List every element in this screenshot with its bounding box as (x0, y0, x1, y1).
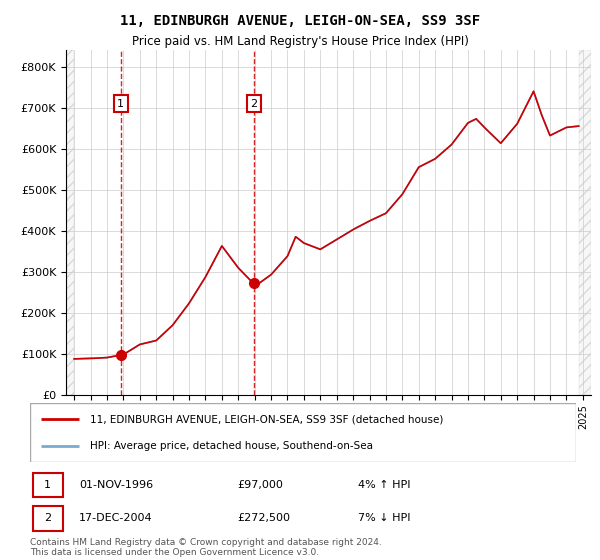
Text: 1: 1 (44, 480, 51, 490)
Text: 7% ↓ HPI: 7% ↓ HPI (358, 514, 410, 524)
Text: HPI: Average price, detached house, Southend-on-Sea: HPI: Average price, detached house, Sout… (90, 441, 373, 451)
Text: 01-NOV-1996: 01-NOV-1996 (79, 480, 153, 490)
Text: Contains HM Land Registry data © Crown copyright and database right 2024.
This d: Contains HM Land Registry data © Crown c… (30, 538, 382, 557)
Text: 17-DEC-2004: 17-DEC-2004 (79, 514, 153, 524)
Text: 4% ↑ HPI: 4% ↑ HPI (358, 480, 410, 490)
Text: 11, EDINBURGH AVENUE, LEIGH-ON-SEA, SS9 3SF (detached house): 11, EDINBURGH AVENUE, LEIGH-ON-SEA, SS9 … (90, 414, 443, 424)
Text: 1: 1 (117, 99, 124, 109)
FancyBboxPatch shape (33, 473, 63, 497)
FancyBboxPatch shape (33, 506, 63, 531)
Bar (66, 50, 74, 395)
Text: 2: 2 (250, 99, 257, 109)
Text: £272,500: £272,500 (238, 514, 290, 524)
Text: Price paid vs. HM Land Registry's House Price Index (HPI): Price paid vs. HM Land Registry's House … (131, 35, 469, 48)
Text: £97,000: £97,000 (238, 480, 283, 490)
Text: 11, EDINBURGH AVENUE, LEIGH-ON-SEA, SS9 3SF: 11, EDINBURGH AVENUE, LEIGH-ON-SEA, SS9 … (120, 14, 480, 28)
Text: 2: 2 (44, 514, 51, 524)
Bar (578, 50, 591, 395)
FancyBboxPatch shape (30, 403, 576, 462)
